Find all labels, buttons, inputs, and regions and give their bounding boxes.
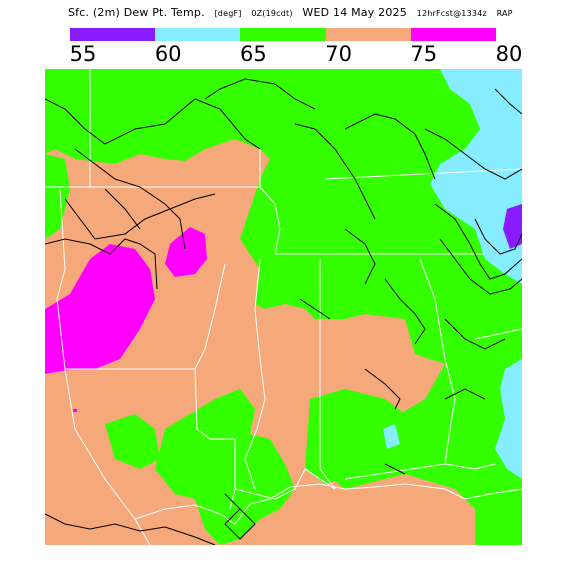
cyan-region-east-coast bbox=[495, 359, 522, 479]
dewpoint-map bbox=[45, 69, 522, 545]
color-scale-bin bbox=[325, 28, 411, 41]
color-scale-bin bbox=[70, 28, 156, 41]
color-scale-bar bbox=[70, 28, 497, 41]
cyan-region-small bbox=[383, 424, 400, 449]
color-scale-tick-label: 65 bbox=[240, 42, 267, 66]
green-region-louisiana bbox=[155, 389, 295, 545]
magenta-speck bbox=[73, 409, 77, 412]
purple-region bbox=[503, 204, 522, 249]
magenta-region-center bbox=[165, 227, 207, 277]
color-scale-tick-label: 80 bbox=[495, 42, 523, 66]
state-borders bbox=[45, 69, 522, 545]
title-model: RAP bbox=[496, 9, 513, 18]
title-valid-time: 0Z(19cdt) bbox=[251, 9, 293, 18]
color-scale-tick-label: 70 bbox=[325, 42, 352, 66]
color-scale-bin bbox=[240, 28, 326, 41]
green-region-south-east bbox=[305, 329, 522, 499]
color-scale-tick-label: 55 bbox=[69, 42, 97, 66]
cyan-region-northeast bbox=[430, 69, 522, 284]
title-units: [degF] bbox=[214, 9, 242, 18]
title-date: WED 14 May 2025 bbox=[302, 6, 407, 19]
magenta-region-west bbox=[45, 244, 155, 374]
coastline bbox=[134, 483, 522, 525]
title-forecast: 12hrFcst@1334z bbox=[416, 9, 487, 18]
green-region-texas bbox=[105, 414, 160, 469]
color-scale-tick-label: 75 bbox=[410, 42, 438, 66]
contour-lines bbox=[45, 78, 522, 545]
color-scale-bin bbox=[410, 28, 497, 41]
map-title: Sfc. (2m) Dew Pt. Temp. [degF] 0Z(19cdt)… bbox=[68, 6, 519, 19]
green-region-west bbox=[45, 154, 70, 239]
color-scale-tick-label: 60 bbox=[154, 42, 182, 66]
title-variable: Sfc. (2m) Dew Pt. Temp. bbox=[68, 6, 205, 19]
color-scale-ticks: 55 60 65 70 75 80 bbox=[0, 42, 568, 68]
color-scale-bin bbox=[155, 28, 241, 41]
